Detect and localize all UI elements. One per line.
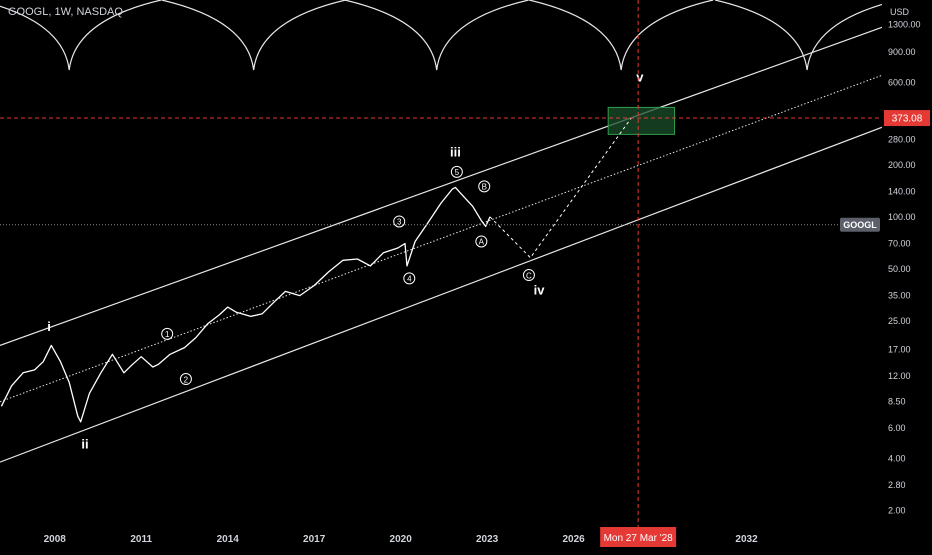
cycle-arc xyxy=(714,0,900,71)
price-badge-bg xyxy=(884,110,930,127)
x-tick-label: 2011 xyxy=(130,534,152,545)
y-tick-label: 35.00 xyxy=(888,291,911,301)
wave-label: iii xyxy=(450,145,461,160)
price-layer xyxy=(0,117,882,423)
time-axis[interactable]: 2008 2011 2014 2017 2020 2023 2026 2032 Mon 27 M… xyxy=(0,527,932,550)
wave-circle xyxy=(393,215,406,228)
wave-circle xyxy=(450,165,463,178)
y-tick-label: 1300.00 xyxy=(888,19,921,29)
x-tick-label: 2020 xyxy=(390,534,413,545)
y-tick-label: 2.80 xyxy=(888,480,906,490)
crosshair-layer xyxy=(0,0,882,527)
y-tick-label: 280.00 xyxy=(888,135,916,145)
symbol-title: GOOGL, 1W, NASDAQ xyxy=(8,6,123,18)
ticker-badge: GOOGL xyxy=(840,217,880,232)
price-badge-label: 373.08 xyxy=(892,114,923,125)
cycle-arc xyxy=(0,0,162,71)
wave-circle xyxy=(522,269,535,282)
wave-circle xyxy=(403,272,416,285)
price-axis-bg xyxy=(882,0,932,550)
wave-circle xyxy=(179,373,192,386)
time-axis-bg xyxy=(0,527,932,550)
y-tick-label: 6.00 xyxy=(888,423,906,433)
channel-line-lower xyxy=(0,126,883,463)
wave-circle xyxy=(478,180,491,193)
ticker-badge-label: GOOGL xyxy=(843,220,877,230)
y-tick-label: 8.50 xyxy=(888,397,906,407)
y-tick-label: 140.00 xyxy=(888,187,916,197)
cycle-arc xyxy=(529,0,714,71)
x-tick-label: 2026 xyxy=(562,534,585,545)
wave-label: 1 xyxy=(165,330,170,339)
wave-label: v xyxy=(636,70,644,85)
wave-label: A xyxy=(479,238,485,247)
wave-label: B xyxy=(482,183,487,192)
x-tick-label: 2008 xyxy=(44,534,67,545)
wave-label: 2 xyxy=(184,375,189,384)
y-tick-label: 25.00 xyxy=(888,316,911,326)
wave-label: ii xyxy=(81,437,88,452)
date-badge-label: Mon 27 Mar '28 xyxy=(604,533,674,544)
wave-label: 5 xyxy=(455,168,460,177)
y-tick-label: 12.00 xyxy=(888,371,911,381)
x-tick-label: 2032 xyxy=(735,534,758,545)
wave-label: C xyxy=(526,271,532,280)
x-tick-label: 2014 xyxy=(217,534,240,545)
wave-label: 3 xyxy=(397,218,402,227)
y-tick-label: 50.00 xyxy=(888,264,911,274)
channel-line-upper xyxy=(0,26,883,347)
axis-unit-label: USD xyxy=(890,7,910,17)
target-zone-layer xyxy=(607,106,675,135)
price-badge: 373.08 xyxy=(884,110,930,127)
date-badge: Mon 27 Mar '28 xyxy=(600,527,677,547)
wave-label: i xyxy=(47,319,51,334)
date-badge-bg xyxy=(600,527,677,547)
channel-line-middle xyxy=(0,74,883,403)
wave-label: 4 xyxy=(407,275,412,284)
x-tick-label: 2023 xyxy=(476,534,499,545)
wave-circle xyxy=(161,327,174,340)
x-tick-label: 2017 xyxy=(303,534,326,545)
price-axis[interactable]: USD 1300.00 900.00 600.00 280.00 200.00 140.00… xyxy=(840,0,932,550)
projection-line xyxy=(489,117,632,259)
channel-layer xyxy=(0,26,883,463)
y-tick-label: 900.00 xyxy=(888,47,916,57)
cycle-arc xyxy=(161,0,346,71)
y-tick-label: 100.00 xyxy=(888,212,916,222)
y-tick-label: 17.00 xyxy=(888,345,911,355)
target-zone-box xyxy=(607,106,675,135)
cycle-arc xyxy=(344,0,529,71)
wave-circle xyxy=(475,235,488,248)
y-tick-label: 200.00 xyxy=(888,160,916,170)
y-tick-label: 70.00 xyxy=(888,239,911,249)
wave-label: iv xyxy=(534,282,546,297)
price-line xyxy=(0,186,491,423)
y-tick-label: 4.00 xyxy=(888,453,906,463)
y-tick-label: 600.00 xyxy=(888,77,916,87)
cycle-arcs-layer xyxy=(0,0,900,71)
ticker-badge-bg xyxy=(840,217,880,232)
y-tick-label: 2.00 xyxy=(888,505,906,515)
